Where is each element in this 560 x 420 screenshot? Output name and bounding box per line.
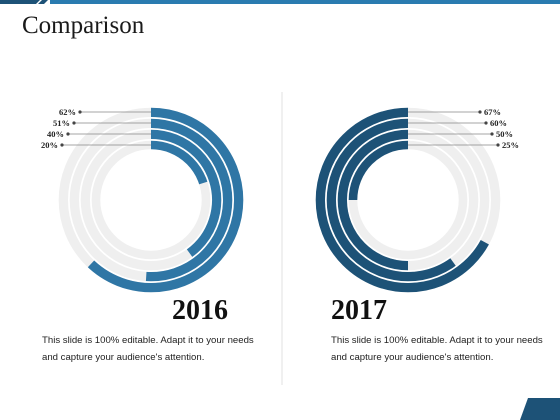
chart-2017-label-3: 50% [496, 129, 513, 139]
chart-2017-arc-1 [314, 107, 490, 293]
page-title: Comparison [22, 12, 145, 39]
chart-2016-ring-separator-5 [100, 149, 202, 251]
year-2016-heading: 2016 [172, 295, 228, 326]
chart-2017-ring-separator-1 [314, 106, 502, 294]
top-left-stripe [38, 0, 48, 4]
chart-2017-leader-dot-3 [490, 132, 494, 136]
chart-2016-label-3: 40% [47, 129, 64, 139]
chart-2017-ring-separator-2 [325, 117, 491, 283]
chart-2016-ring-separator-1 [57, 106, 245, 294]
chart-2017-ring-separator-4 [347, 139, 469, 261]
chart-2017-leader-dot-4 [496, 143, 500, 147]
chart-2016-leader-dot-1 [78, 110, 82, 114]
chart-2017-arc-3 [337, 129, 409, 271]
chart-2016-label-1: 62% [59, 107, 76, 117]
top-left-accent [0, 0, 40, 4]
chart-2017-ring-separator-3 [336, 128, 480, 272]
chart-2016-arc-3 [150, 129, 222, 258]
description-2017: This slide is 100% editable. Adapt it to… [331, 335, 543, 363]
chart-2017-label-2: 60% [490, 118, 507, 128]
chart-2016-leader-dot-2 [72, 121, 76, 125]
chart-2016-arc-1 [87, 107, 244, 293]
chart-2017-arc-2 [326, 118, 457, 282]
bottom-right-accent [520, 398, 560, 420]
chart-2017-arc-4 [348, 140, 409, 201]
year-2017-heading: 2017 [331, 295, 387, 326]
chart-2017-label-1: 67% [484, 107, 501, 117]
chart-2017-leader-dot-2 [484, 121, 488, 125]
chart-2016-ring-separator-2 [68, 117, 234, 283]
chart-2017-leader-dot-1 [478, 110, 482, 114]
top-accent-bar [50, 0, 560, 4]
chart-2016-ring-separator-4 [90, 139, 212, 261]
chart-2016-label-4: 20% [41, 140, 58, 150]
chart-2016-ring-separator-3 [79, 128, 223, 272]
chart-2016-leader-dot-3 [66, 132, 70, 136]
chart-2017-ring-separator-5 [357, 149, 459, 251]
chart-2016-label-2: 51% [53, 118, 70, 128]
chart-2017-label-4: 25% [502, 140, 519, 150]
chart-2016-leader-dot-4 [60, 143, 64, 147]
description-2016: This slide is 100% editable. Adapt it to… [42, 335, 254, 363]
chart-2016-arc-2 [145, 118, 233, 282]
chart-2016-arc-4 [150, 140, 209, 185]
